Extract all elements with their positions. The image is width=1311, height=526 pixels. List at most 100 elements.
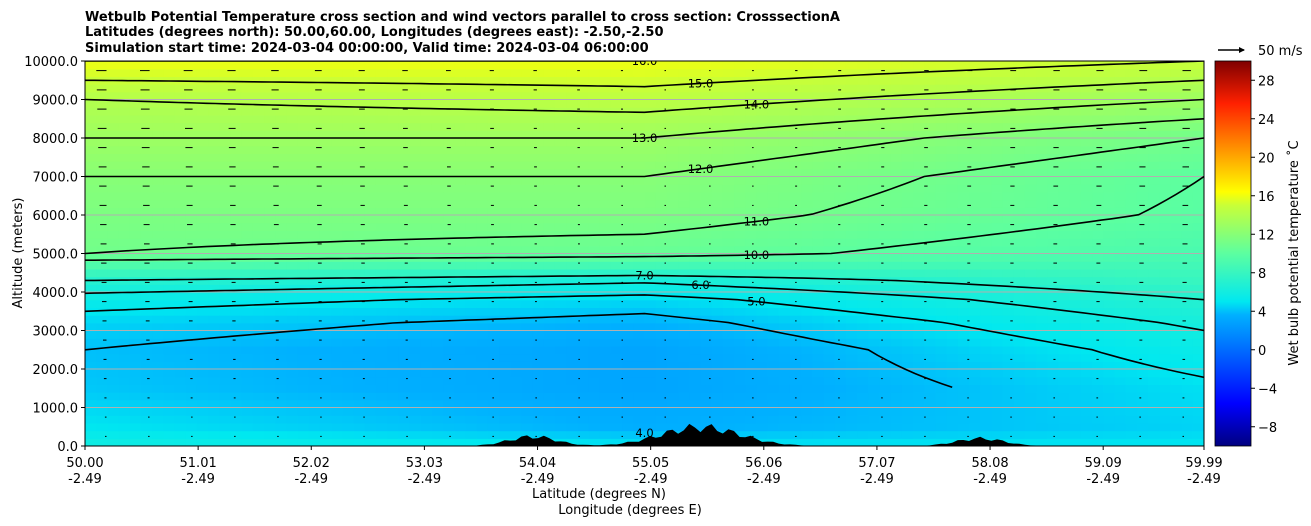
field-cell [487, 276, 500, 285]
field-cell [588, 114, 601, 124]
field-cell [1136, 415, 1149, 424]
field-cell [622, 292, 634, 301]
field-cell [398, 261, 411, 270]
field-cell [789, 376, 802, 385]
field-cell [778, 230, 791, 239]
field-cell [980, 61, 992, 70]
field-cell [935, 191, 948, 201]
field-cell [644, 307, 657, 316]
field-cell [857, 130, 869, 139]
field-cell [487, 369, 500, 378]
field-cell [734, 176, 746, 185]
field-cell [857, 61, 869, 70]
field-cell [823, 176, 836, 185]
field-cell [185, 176, 198, 185]
field-cell [577, 315, 590, 324]
field-cell [185, 361, 198, 370]
field-cell [924, 407, 937, 416]
field-cell [666, 422, 679, 432]
field-cell [264, 369, 276, 378]
field-cell [1192, 292, 1204, 301]
field-cell [969, 184, 981, 193]
field-cell [118, 215, 131, 224]
field-cell [163, 222, 176, 231]
field-cell [1136, 315, 1149, 324]
field-cell [196, 307, 209, 316]
field-cell [163, 153, 176, 162]
field-cell [107, 384, 120, 393]
field-cell [1047, 207, 1060, 216]
field-cell [834, 238, 847, 247]
field-cell [666, 230, 679, 239]
field-cell [1159, 345, 1172, 355]
field-cell [1069, 276, 1082, 285]
field-cell [543, 299, 556, 308]
field-cell [610, 168, 623, 178]
field-cell [610, 191, 623, 201]
field-cell [1080, 199, 1093, 208]
field-cell [1114, 299, 1127, 308]
field-cell [1080, 107, 1093, 116]
field-cell [521, 307, 534, 316]
field-cell [499, 399, 511, 409]
field-cell [252, 361, 265, 370]
field-cell [991, 284, 1004, 293]
field-cell [96, 61, 108, 70]
field-cell [969, 168, 981, 178]
field-cell [913, 353, 925, 362]
field-cell [420, 307, 433, 316]
field-cell [1136, 207, 1149, 216]
field-cell [1136, 345, 1149, 355]
field-cell [633, 76, 646, 85]
field-cell [666, 153, 679, 162]
field-cell [129, 84, 142, 93]
field-cell [487, 207, 500, 216]
field-cell [129, 230, 142, 239]
field-cell [789, 76, 802, 85]
field-cell [286, 284, 299, 293]
field-cell [734, 369, 746, 378]
field-cell [566, 438, 578, 446]
field-cell [107, 376, 120, 385]
field-cell [331, 415, 343, 424]
field-cell [1002, 215, 1015, 224]
field-cell [778, 369, 791, 378]
field-cell [577, 184, 590, 193]
field-cell [980, 76, 992, 85]
field-cell [588, 168, 601, 178]
field-cell [353, 438, 366, 446]
field-cell [230, 138, 243, 147]
field-cell [745, 422, 757, 432]
field-cell [756, 222, 769, 231]
field-cell [364, 199, 377, 208]
field-cell [230, 338, 243, 347]
field-cell [689, 168, 702, 178]
field-cell [163, 284, 176, 293]
field-cell [96, 91, 108, 101]
field-cell [118, 407, 131, 416]
field-cell [152, 384, 164, 393]
field-cell [443, 114, 455, 124]
field-cell [230, 215, 243, 224]
field-cell [174, 315, 187, 324]
field-cell [868, 384, 881, 393]
field-cell [991, 145, 1004, 154]
field-cell [465, 222, 478, 231]
field-cell [252, 315, 265, 324]
field-cell [275, 61, 288, 70]
field-cell [96, 199, 108, 208]
field-cell [566, 307, 578, 316]
field-cell [890, 199, 903, 208]
field-cell [1092, 191, 1104, 201]
field-cell [913, 284, 925, 293]
field-cell [734, 376, 746, 385]
field-cell [913, 76, 925, 85]
field-cell [1181, 315, 1194, 324]
field-cell [532, 415, 545, 424]
field-cell [722, 330, 735, 339]
field-cell [756, 407, 769, 416]
field-cell [174, 415, 187, 424]
field-cell [1024, 384, 1037, 393]
field-cell [812, 315, 825, 324]
field-cell [1192, 338, 1204, 347]
